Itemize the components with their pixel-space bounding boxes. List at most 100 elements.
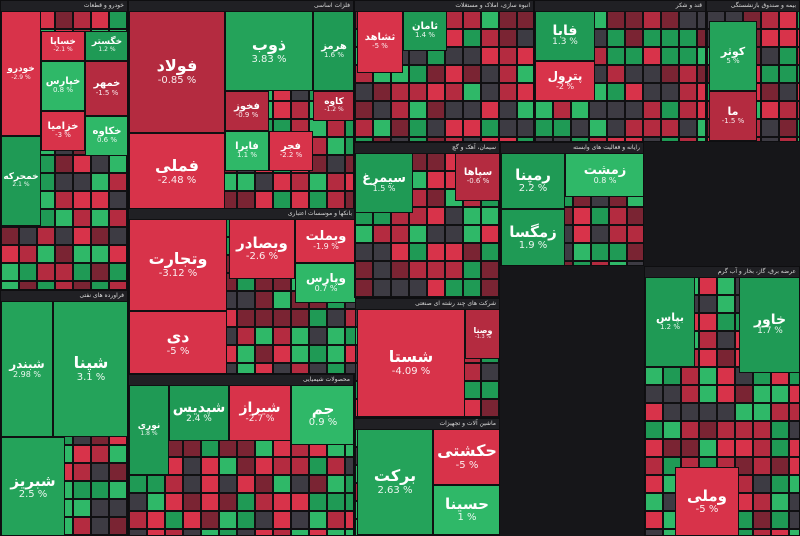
symbol-tile[interactable]: زمشت 0.8 %	[565, 153, 643, 197]
minor-symbol-tile	[73, 463, 91, 481]
minor-symbol-tile	[127, 481, 128, 499]
symbol-tile[interactable]: فملی -2.48 %	[129, 133, 225, 209]
symbol-tile[interactable]: خزامیا -3 %	[41, 111, 85, 151]
minor-symbol-tile	[165, 511, 183, 529]
minor-symbol-tile	[499, 225, 500, 243]
symbol-tile[interactable]: خساپا -2.1 %	[41, 31, 85, 61]
minor-symbol-tile	[761, 137, 779, 141]
minor-symbol-tile	[697, 47, 705, 65]
minor-symbol-tile	[255, 511, 273, 529]
symbol-tile[interactable]: کوثر 5 %	[709, 21, 757, 91]
symbol-tile[interactable]: فولاد -0.85 %	[129, 11, 225, 133]
minor-symbol-tile	[463, 101, 481, 119]
symbol-tile[interactable]: شیراز -2.7 %	[229, 385, 291, 441]
minor-symbol-tile	[409, 137, 427, 141]
minor-symbol-tile	[661, 119, 679, 137]
symbol-change: -2.48 %	[157, 174, 197, 186]
symbol-tile[interactable]: نوری 1.8 %	[129, 385, 169, 475]
minor-symbol-tile	[427, 119, 445, 137]
minor-symbol-tile	[789, 403, 799, 421]
symbol-tile[interactable]: برکت 2.63 %	[357, 429, 433, 535]
symbol-tile[interactable]: ثامان 1.4 %	[403, 11, 447, 51]
minor-symbol-tile	[535, 101, 553, 119]
symbol-tile[interactable]: پترول -2 %	[535, 61, 595, 101]
symbol-tile[interactable]: هرمز 1.6 %	[313, 11, 353, 91]
symbol-tile[interactable]: خپارس 0.8 %	[41, 61, 85, 111]
symbol-tile[interactable]: خودرو -2.9 %	[1, 11, 41, 136]
minor-symbol-tile	[127, 409, 128, 427]
minor-symbol-tile	[91, 263, 109, 281]
symbol-tile[interactable]: فابا 1.3 %	[535, 11, 595, 61]
symbol-tile[interactable]: خمهر -1.5 %	[85, 61, 127, 116]
symbol-change: 2.63 %	[377, 484, 413, 496]
minor-symbol-tile	[345, 493, 353, 511]
symbol-tile[interactable]: فجر -2.2 %	[269, 131, 313, 171]
symbol-tile[interactable]: وتجارت -3.12 %	[129, 219, 227, 311]
minor-symbol-tile	[147, 529, 165, 535]
symbol-tile[interactable]: وبملت -1.9 %	[295, 219, 355, 263]
minor-symbol-tile	[237, 191, 255, 209]
minor-symbol-tile	[699, 295, 717, 313]
symbol-tile[interactable]: فایرا 1.1 %	[225, 131, 269, 171]
symbol-tile[interactable]: وپارس 0.7 %	[295, 263, 355, 303]
minor-symbol-tile	[499, 65, 517, 83]
symbol-tile[interactable]: شبندر 2.98 %	[1, 301, 53, 437]
minor-symbol-tile	[699, 313, 717, 331]
symbol-tile[interactable]: بپاس 1.2 %	[645, 277, 695, 367]
minor-symbol-tile	[463, 261, 481, 279]
symbol-tile[interactable]: ذوب 3.83 %	[225, 11, 313, 91]
minor-symbol-tile	[109, 227, 127, 245]
symbol-tile[interactable]: وصنا -1.3 %	[465, 309, 499, 359]
minor-symbol-tile	[345, 137, 353, 155]
symbol-change: -4.09 %	[391, 365, 431, 377]
minor-symbol-tile	[481, 297, 499, 298]
minor-symbol-tile	[327, 191, 345, 209]
minor-symbol-tile	[797, 101, 799, 119]
symbol-tile[interactable]: شپدیس 2.4 %	[169, 385, 229, 441]
symbol-tile[interactable]: حسینا 1 %	[433, 485, 499, 535]
minor-symbol-tile	[291, 493, 309, 511]
symbol-change: 1.7 %	[757, 326, 783, 337]
minor-symbol-tile	[645, 439, 663, 457]
symbol-tile[interactable]: رمپنا 2.2 %	[501, 153, 565, 209]
symbol-tile[interactable]: خگستر 1.2 %	[85, 31, 127, 61]
symbol-tile[interactable]: فخوز -0.9 %	[225, 91, 269, 131]
minor-symbol-tile	[345, 173, 353, 191]
symbol-tile[interactable]: وملی -5 %	[675, 467, 739, 535]
minor-symbol-tile	[109, 11, 127, 29]
symbol-tile[interactable]: وبصادر -2.6 %	[229, 219, 295, 279]
minor-symbol-tile	[165, 529, 183, 535]
symbol-tile[interactable]: جم 0.9 %	[291, 385, 353, 445]
symbol-name: ذوب	[251, 35, 287, 55]
minor-symbol-tile	[697, 101, 705, 119]
symbol-tile[interactable]: شپنا 3.1 %	[53, 301, 127, 437]
symbol-tile[interactable]: حکشتی -5 %	[433, 429, 499, 485]
symbol-tile[interactable]: شستا -4.09 %	[357, 309, 465, 417]
symbol-name: خمهر	[93, 78, 121, 90]
minor-symbol-tile	[391, 119, 409, 137]
minor-symbol-tile	[147, 493, 165, 511]
symbol-tile[interactable]: زمگسا 1.9 %	[501, 209, 565, 265]
minor-symbol-tile	[789, 475, 799, 493]
minor-symbol-tile	[679, 119, 697, 137]
symbol-tile[interactable]: کاوه -1.2 %	[313, 91, 353, 121]
minor-symbol-tile	[183, 475, 201, 493]
minor-symbol-tile	[373, 83, 391, 101]
symbol-change: 1.9 %	[518, 240, 548, 252]
minor-symbol-tile	[127, 301, 128, 319]
symbol-tile[interactable]: سپاها -0.6 %	[455, 153, 499, 201]
minor-symbol-tile	[237, 363, 255, 373]
symbol-tile[interactable]: خاور 1.7 %	[739, 277, 799, 373]
symbol-tile[interactable]: ثشاهد -5 %	[357, 11, 403, 73]
symbol-tile[interactable]: خکاوه 0.6 %	[85, 116, 127, 156]
minor-symbol-tile	[679, 11, 697, 29]
symbol-tile[interactable]: ما -1.5 %	[709, 91, 757, 141]
minor-symbol-tile	[273, 475, 291, 493]
symbol-tile[interactable]: شبریز 2.5 %	[1, 437, 65, 535]
symbol-tile[interactable]: سیمرغ 1.5 %	[355, 153, 413, 213]
symbol-tile[interactable]: دی -5 %	[129, 311, 227, 373]
symbol-tile[interactable]: خمحرکه 2.1 %	[1, 136, 41, 226]
minor-symbol-tile	[127, 391, 128, 409]
minor-symbol-tile	[19, 227, 37, 245]
minor-symbol-tile	[427, 297, 445, 298]
